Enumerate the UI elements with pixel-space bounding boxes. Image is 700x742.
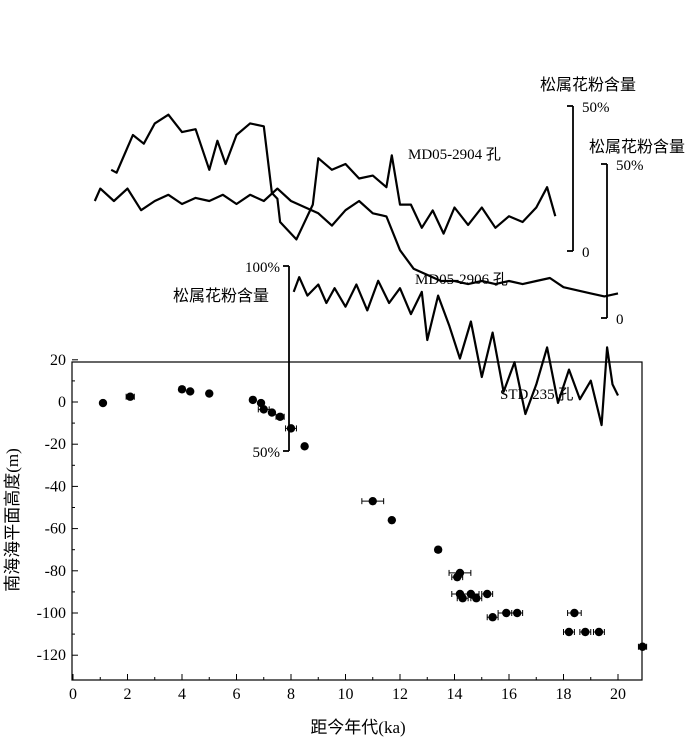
sea-level-point [433, 545, 443, 554]
x-tick-label: 2 [124, 686, 132, 703]
y-tick-label: -80 [45, 563, 66, 580]
sea-level-axes: 距今年代(ka) 南海海平面高度(m) 0 2 4 6 8 10 12 14 16 18 20 20 0… [3, 352, 643, 737]
sea-level-point [368, 496, 377, 506]
pollen-record-label: STD 235 孔 [500, 386, 573, 403]
x-tick-label: 20 [610, 686, 626, 703]
x-tick-label: 16 [501, 686, 517, 703]
y-tick-label: -120 [37, 647, 66, 664]
y-tick-label: 0 [58, 394, 66, 411]
y-tick-label: -20 [45, 436, 66, 453]
pollen-scale-title: 松属花粉含量 [173, 287, 269, 305]
x-tick-label: 6 [233, 686, 241, 703]
sea-level-point [594, 627, 604, 637]
sea-level-point [126, 392, 135, 401]
pollen-series-line [93, 187, 619, 298]
sea-level-point [275, 412, 285, 421]
x-tick-label: 8 [287, 686, 295, 703]
pollen-scale-bottom-label: 0 [616, 312, 624, 328]
plot-frame [71, 361, 643, 681]
x-tick-label: 4 [178, 686, 186, 703]
sea-level-point [502, 608, 511, 618]
y-tick-label: -60 [45, 521, 66, 538]
sea-level-point [581, 627, 590, 637]
pollen-record-label: MD05-2904 孔 [408, 146, 501, 163]
sea-level-point [286, 424, 296, 433]
pollen-scale-top-label: 50% [616, 158, 644, 174]
sea-level-point [638, 642, 647, 651]
sea-level-point [458, 594, 467, 603]
x-tick-label: 10 [338, 686, 354, 703]
pollen-scale-top-label: 100% [245, 260, 280, 276]
sea-level-point [256, 398, 266, 408]
sea-level-point [177, 385, 187, 394]
pollen-records: 50% 0 松属花粉含量 MD05-2904 孔 50% 0 松属花粉含量 MD05-2906… [93, 76, 685, 461]
pollen-scale-bottom-label: 0 [582, 245, 590, 261]
y-tick-label: 20 [50, 352, 66, 369]
sea-level-point [300, 442, 309, 451]
sea-level-point [259, 405, 268, 414]
sea-level-point [570, 608, 579, 618]
sea-level-point [564, 627, 574, 637]
y-axis-label: 南海海平面高度(m) [3, 448, 22, 592]
pollen-series-line [110, 113, 557, 241]
sea-level-point [472, 594, 481, 603]
pollen-record-label: MD05-2906 孔 [415, 271, 508, 288]
x-tick-label: 0 [69, 686, 77, 703]
x-axis-label: 距今年代(ka) [310, 718, 405, 737]
sea-level-point [185, 387, 195, 396]
x-tick-label: 18 [556, 686, 572, 703]
sea-level-point [387, 515, 397, 525]
sea-level-point [483, 589, 492, 599]
sea-level-point [248, 395, 258, 405]
sea-level-point [98, 398, 108, 408]
sea-level-point [205, 389, 214, 398]
x-tick-label: 12 [392, 686, 408, 703]
x-tick-label: 14 [447, 686, 463, 703]
sea-level-point [453, 572, 462, 582]
pollen-scale-title: 松属花粉含量 [589, 138, 685, 156]
sea-level-points [98, 385, 648, 651]
y-tick-label: -100 [37, 605, 66, 622]
sea-level-point [512, 608, 522, 618]
pollen-scale-title: 松属花粉含量 [540, 76, 636, 94]
sea-level-point [488, 613, 497, 622]
pollen-series-line [292, 276, 619, 427]
sea-level-point [267, 408, 277, 417]
pollen-scale-bottom-label: 50% [253, 445, 281, 461]
y-tick-label: -40 [45, 478, 66, 495]
pollen-scale-top-label: 50% [582, 100, 610, 116]
